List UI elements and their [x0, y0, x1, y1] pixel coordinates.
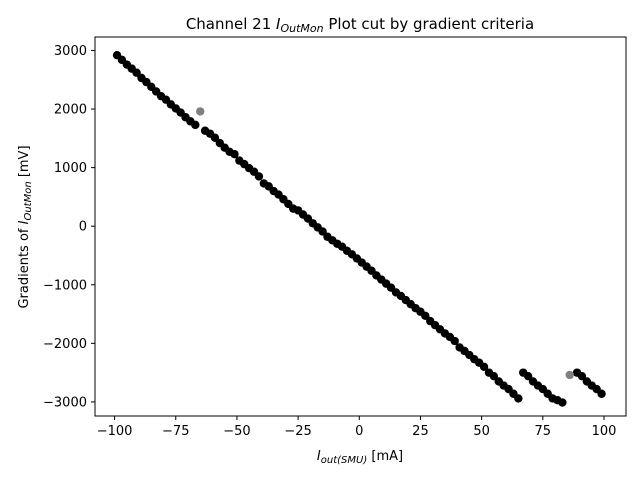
x-tick-label: −100 [97, 424, 133, 439]
y-tick-label: 3000 [54, 44, 87, 59]
data-point [132, 68, 141, 77]
data-point [558, 398, 567, 407]
data-point [489, 371, 499, 381]
data-point [523, 371, 533, 381]
data-point [421, 311, 430, 321]
chart-title: Channel 21 IOutMon Plot cut by gradient … [186, 15, 534, 35]
data-point [191, 120, 200, 130]
data-point [577, 371, 587, 381]
y-tick-label: 0 [79, 220, 87, 235]
data-point [565, 370, 574, 380]
y-axis-label: Gradients of IOutMon [mV] [17, 145, 34, 308]
data-points [112, 50, 606, 407]
data-point [254, 172, 264, 181]
x-tick-label: 75 [535, 424, 552, 439]
x-axis-ticks: −100 −75 −50 −25 0 25 50 75 100 [97, 416, 617, 439]
x-tick-label: 0 [355, 424, 363, 439]
plot-area-frame [94, 36, 627, 417]
data-point [318, 227, 327, 236]
y-tick-label: 2000 [54, 103, 87, 118]
x-tick-label: 25 [412, 424, 429, 439]
y-tick-label: −2000 [43, 337, 87, 352]
y-tick-label: 1000 [54, 161, 87, 176]
x-tick-label: 100 [592, 424, 617, 439]
data-point [230, 149, 239, 159]
x-tick-label: −50 [223, 424, 250, 439]
data-point [450, 336, 459, 346]
data-point [210, 133, 220, 142]
y-tick-label: −1000 [43, 278, 87, 293]
x-tick-label: −75 [162, 424, 189, 439]
x-tick-label: 50 [473, 424, 490, 439]
x-tick-label: −25 [284, 424, 311, 439]
data-point [597, 389, 606, 398]
y-tick-label: −3000 [43, 395, 87, 410]
data-point [479, 362, 489, 371]
y-axis-ticks: −3000 −2000 −1000 0 1000 2000 3000 [43, 44, 95, 410]
x-axis-label: Iout(SMU) [mA] [317, 449, 403, 466]
data-point [514, 394, 523, 403]
data-point [196, 107, 205, 116]
